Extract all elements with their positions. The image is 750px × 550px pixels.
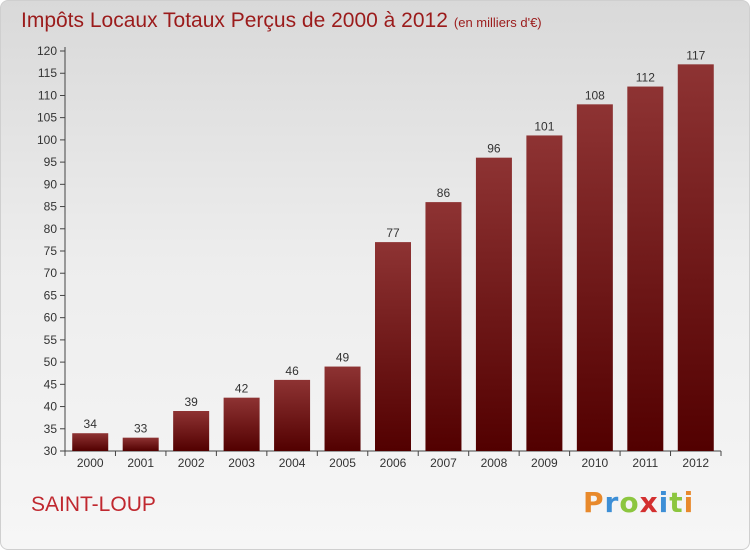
bar-value-label: 112 bbox=[636, 71, 655, 85]
bar bbox=[223, 397, 260, 451]
x-tick-label: 2003 bbox=[228, 456, 255, 470]
bar bbox=[677, 64, 714, 452]
brand-letter: t bbox=[669, 486, 684, 519]
bar bbox=[72, 433, 109, 451]
x-tick-label: 2002 bbox=[178, 456, 205, 470]
bar bbox=[475, 157, 512, 451]
bar bbox=[526, 135, 563, 451]
y-tick-label: 115 bbox=[38, 66, 57, 80]
bar-value-label: 117 bbox=[686, 48, 705, 62]
bar-value-label: 49 bbox=[336, 351, 350, 365]
bar bbox=[173, 411, 210, 451]
brand-letter: x bbox=[639, 486, 659, 519]
y-tick-label: 75 bbox=[44, 244, 58, 258]
chart-unit: (en milliers d'€) bbox=[453, 15, 542, 30]
x-tick-label: 2001 bbox=[127, 456, 154, 470]
x-tick-label: 2004 bbox=[279, 456, 306, 470]
y-tick-label: 60 bbox=[44, 311, 58, 325]
x-tick-label: 2008 bbox=[481, 456, 508, 470]
x-tick-label: 2010 bbox=[581, 456, 608, 470]
bar bbox=[324, 366, 361, 451]
bar-value-label: 33 bbox=[134, 422, 148, 436]
bar-value-label: 39 bbox=[184, 395, 198, 409]
brand-letter: o bbox=[619, 486, 640, 519]
y-tick-label: 95 bbox=[44, 155, 58, 169]
bar bbox=[375, 242, 411, 451]
bar-value-label: 96 bbox=[487, 142, 501, 156]
y-tick-label: 110 bbox=[38, 88, 57, 102]
y-tick-label: 80 bbox=[44, 222, 58, 236]
bar-value-label: 42 bbox=[235, 382, 249, 396]
bar-value-label: 77 bbox=[386, 226, 400, 240]
x-tick-label: 2011 bbox=[632, 456, 658, 470]
commune-name: SAINT-LOUP bbox=[31, 493, 156, 516]
y-tick-label: 50 bbox=[44, 355, 58, 369]
brand-letter: P bbox=[583, 486, 605, 519]
bar bbox=[274, 379, 311, 451]
bar bbox=[627, 86, 664, 452]
bar-value-label: 108 bbox=[585, 88, 605, 102]
y-tick-label: 70 bbox=[44, 266, 58, 280]
y-tick-label: 65 bbox=[44, 288, 58, 302]
bar bbox=[425, 202, 462, 451]
brand-letter: r bbox=[604, 486, 620, 519]
y-tick-label: 105 bbox=[37, 111, 57, 125]
y-tick-label: 55 bbox=[44, 333, 58, 347]
proxiti-logo: Proxiti bbox=[583, 486, 694, 519]
brand-letter: i bbox=[658, 486, 670, 519]
bar bbox=[122, 437, 159, 451]
y-tick-label: 100 bbox=[37, 133, 57, 147]
bar-value-label: 34 bbox=[84, 417, 98, 431]
bar bbox=[576, 104, 613, 451]
x-tick-label: 2012 bbox=[682, 456, 709, 470]
x-tick-label: 2000 bbox=[77, 456, 104, 470]
y-tick-label: 45 bbox=[44, 377, 58, 391]
x-tick-label: 2007 bbox=[430, 456, 457, 470]
y-tick-label: 85 bbox=[44, 200, 58, 214]
bar-value-label: 46 bbox=[285, 364, 299, 378]
y-tick-label: 90 bbox=[44, 177, 58, 191]
chart-title: Impôts Locaux Totaux Perçus de 2000 à 20… bbox=[21, 9, 542, 33]
y-tick-label: 40 bbox=[44, 400, 58, 414]
brand-letter: i bbox=[683, 486, 695, 519]
y-tick-label: 30 bbox=[44, 444, 58, 458]
x-tick-label: 2005 bbox=[329, 456, 356, 470]
bar-value-label: 86 bbox=[437, 186, 451, 200]
y-tick-label: 120 bbox=[37, 44, 57, 58]
bar-value-label: 101 bbox=[534, 119, 554, 133]
x-tick-label: 2006 bbox=[380, 456, 407, 470]
x-tick-label: 2009 bbox=[531, 456, 558, 470]
y-tick-label: 35 bbox=[44, 422, 58, 436]
chart-title-text: Impôts Locaux Totaux Perçus de 2000 à 20… bbox=[21, 9, 448, 32]
